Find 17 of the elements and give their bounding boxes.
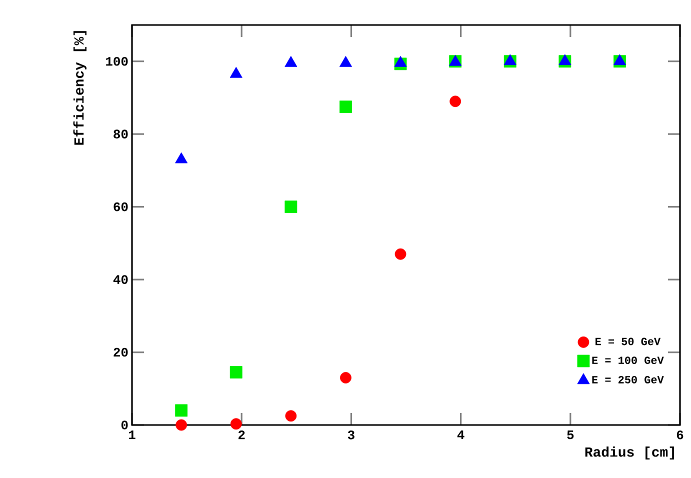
legend-label: E = 250 GeV — [592, 376, 664, 384]
y-tick-label: 60 — [114, 202, 128, 212]
x-tick-label: 4 — [457, 430, 464, 440]
legend-label: E = 50 GeV — [596, 338, 661, 346]
legend-label: E = 100 GeV — [592, 356, 664, 364]
x-tick-label: 5 — [567, 430, 574, 440]
x-tick-label: 6 — [676, 430, 684, 440]
x-axis-title: Radius [cm] — [585, 446, 674, 460]
x-tick-label: 3 — [348, 430, 354, 440]
x-tick-label: 2 — [238, 430, 245, 440]
y-tick-label: 80 — [114, 130, 128, 138]
y-axis-title: Efficiency [%] — [73, 31, 86, 145]
x-tick-label: 1 — [128, 430, 136, 440]
y-tick-label: 0 — [121, 420, 128, 430]
y-tick-label: 100 — [106, 56, 128, 66]
y-tick-label: 40 — [113, 275, 128, 284]
y-tick-label: 20 — [114, 348, 128, 357]
